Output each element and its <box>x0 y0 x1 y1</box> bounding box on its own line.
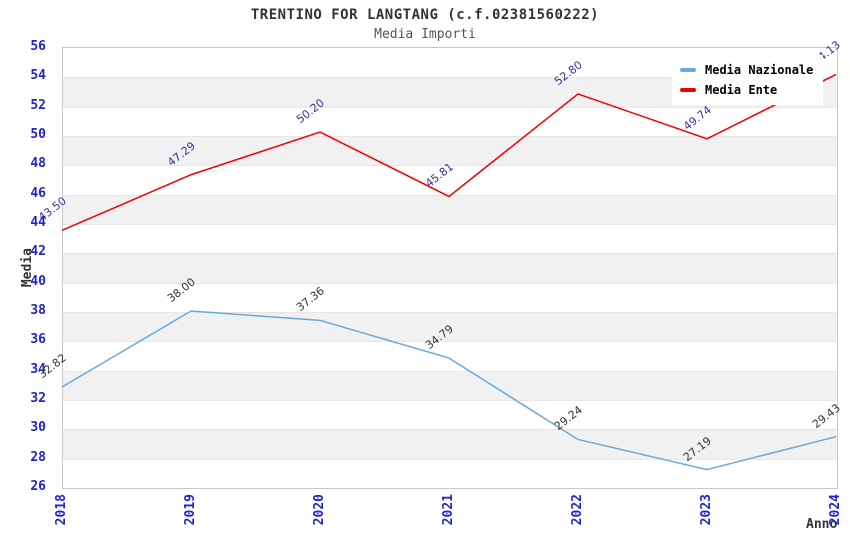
legend-swatch <box>680 88 696 92</box>
legend-item-label: Media Ente <box>705 83 778 97</box>
plot-area <box>62 47 838 489</box>
gridline <box>63 194 837 196</box>
y-tick-label: 30 <box>30 420 46 436</box>
y-tick-label: 44 <box>30 215 46 230</box>
gridline <box>63 458 837 460</box>
plot-band <box>63 341 837 371</box>
gridline <box>63 341 837 343</box>
x-tick-label: 2023 <box>699 494 714 526</box>
y-tick-label: 38 <box>30 303 46 318</box>
y-tick-label: 34 <box>30 361 46 377</box>
plot-band <box>63 194 837 224</box>
y-tick-label: 46 <box>30 185 46 201</box>
legend: Media Nazionale Media Ente <box>672 55 824 105</box>
y-tick-label: 50 <box>30 127 46 142</box>
legend-item: Media Nazionale <box>680 60 813 80</box>
plot-band <box>63 224 837 254</box>
y-tick-label: 32 <box>30 391 46 406</box>
legend-item-label: Media Nazionale <box>705 63 814 77</box>
gridline <box>63 429 837 431</box>
plot-band <box>63 400 837 430</box>
y-tick-label: 48 <box>30 156 46 172</box>
plot-band <box>63 253 837 283</box>
gridline <box>63 136 837 137</box>
y-tick-label: 40 <box>30 273 46 289</box>
y-tick-label: 42 <box>30 244 46 260</box>
y-tick-label: 54 <box>30 68 46 84</box>
y-tick-label: 26 <box>30 479 46 494</box>
gridline <box>63 370 837 372</box>
x-tick-label: 2019 <box>183 494 198 526</box>
y-tick-label: 52 <box>30 97 46 113</box>
plot-band <box>63 282 837 312</box>
gridline <box>63 282 837 284</box>
x-tick-label: 2024 <box>828 494 843 526</box>
plot-band <box>63 370 837 400</box>
x-tick-label: 2020 <box>312 494 327 526</box>
gridline <box>63 400 837 401</box>
gridline <box>63 224 837 225</box>
legend-item: Media Ente <box>680 80 813 100</box>
y-tick-label: 28 <box>30 449 46 465</box>
chart-subtitle: Media Importi <box>374 27 476 42</box>
x-tick-label: 2022 <box>570 494 585 526</box>
gridline <box>63 253 837 255</box>
y-tick-label: 36 <box>30 332 46 348</box>
y-tick-label: 56 <box>30 39 46 54</box>
chart-title: TRENTINO FOR LANGTANG (c.f.02381560222) <box>250 7 600 23</box>
gridline <box>63 106 837 108</box>
x-tick-label: 2018 <box>54 494 69 526</box>
x-tick-label: 2021 <box>441 494 456 526</box>
plot-band <box>63 458 837 488</box>
legend-swatch <box>680 68 696 72</box>
plot-band <box>63 106 837 136</box>
plot-band <box>63 429 837 459</box>
gridline <box>63 312 837 313</box>
x-axis-title: Anno <box>806 517 838 532</box>
